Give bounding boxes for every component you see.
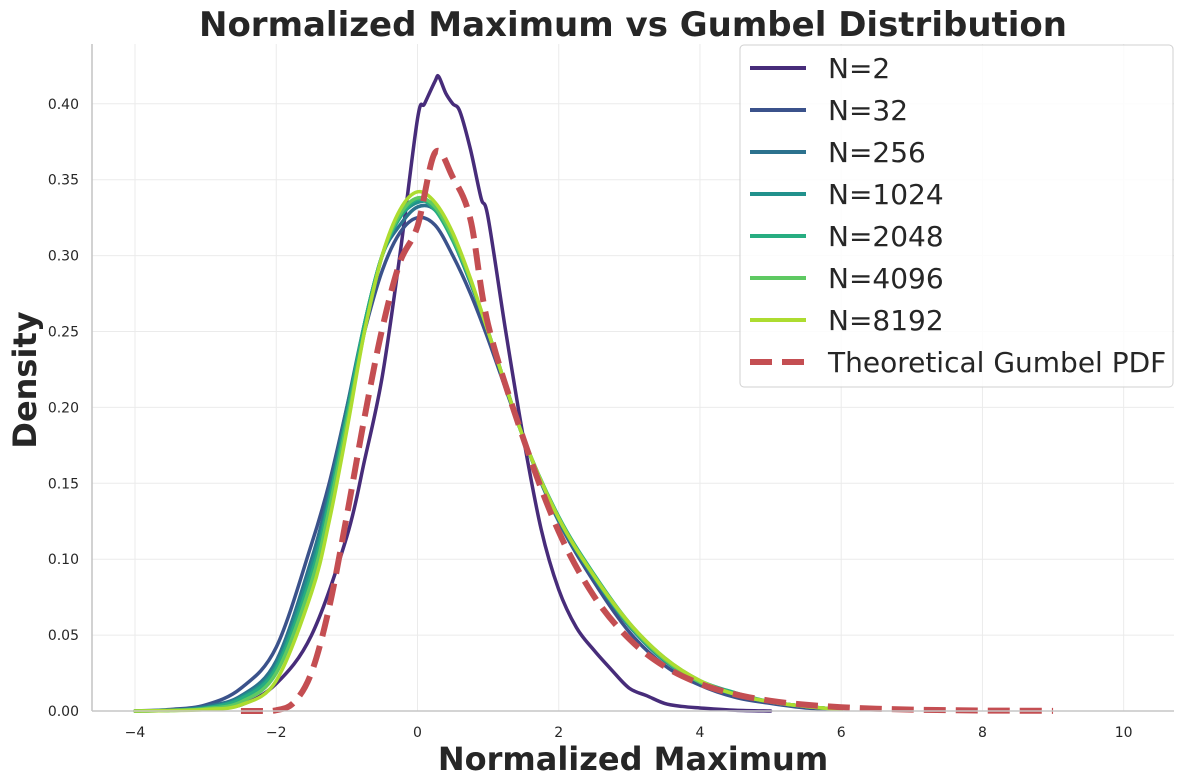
- x-axis-label: Normalized Maximum: [438, 740, 828, 778]
- chart-title: Normalized Maximum vs Gumbel Distributio…: [199, 5, 1067, 45]
- x-tick-label: 10: [1115, 725, 1133, 741]
- series-line-n-4096: [133, 195, 843, 713]
- y-tick-label: 0.30: [48, 249, 79, 265]
- x-tick-label: 8: [978, 725, 987, 741]
- x-axis-ticks: −4 −2 0 2 4 6 8 10: [125, 725, 1133, 741]
- x-tick-label: −4: [125, 725, 146, 741]
- x-tick-label: 4: [695, 725, 704, 741]
- series-line-n-1024: [133, 199, 843, 713]
- series-line-theoretical-gumbel-pdf: [240, 147, 1054, 715]
- plot-area: [133, 73, 1054, 715]
- y-tick-label: 0.40: [48, 97, 79, 113]
- series-line-n-2048: [133, 197, 843, 713]
- y-axis-ticks: 0.00 0.05 0.10 0.15 0.20 0.25 0.30 0.35 0.40: [48, 97, 79, 720]
- legend-label-n-2048: N=2048: [828, 220, 944, 253]
- x-tick-label: 2: [554, 725, 563, 741]
- y-axis-label: Density: [6, 311, 44, 448]
- legend: N=2 N=32 N=256 N=1024 N=2048 N=4096 N=8192 Theo…: [739, 44, 1174, 388]
- x-tick-label: −2: [266, 725, 287, 741]
- legend-label-n-32: N=32: [828, 94, 908, 127]
- legend-label-n-2: N=2: [828, 52, 890, 85]
- y-tick-label: 0.00: [48, 704, 79, 720]
- y-tick-label: 0.20: [48, 400, 79, 416]
- legend-label-n-1024: N=1024: [828, 178, 944, 211]
- y-tick-label: 0.10: [48, 552, 79, 568]
- legend-label-n-256: N=256: [828, 136, 926, 169]
- legend-label-theoretical-gumbel-pdf: Theoretical Gumbel PDF: [827, 346, 1166, 379]
- y-tick-label: 0.05: [48, 628, 79, 644]
- y-tick-label: 0.35: [48, 173, 79, 189]
- legend-label-n-4096: N=4096: [828, 262, 944, 295]
- series-line-n-32: [133, 215, 843, 713]
- x-tick-label: 6: [837, 725, 846, 741]
- series-line-n-2: [203, 73, 773, 713]
- x-tick-label: 0: [413, 725, 422, 741]
- y-tick-label: 0.15: [48, 476, 79, 492]
- y-tick-label: 0.25: [48, 325, 79, 341]
- series-line-n-8192: [133, 189, 843, 713]
- legend-frame: [739, 44, 1174, 388]
- legend-label-n-8192: N=8192: [828, 304, 944, 337]
